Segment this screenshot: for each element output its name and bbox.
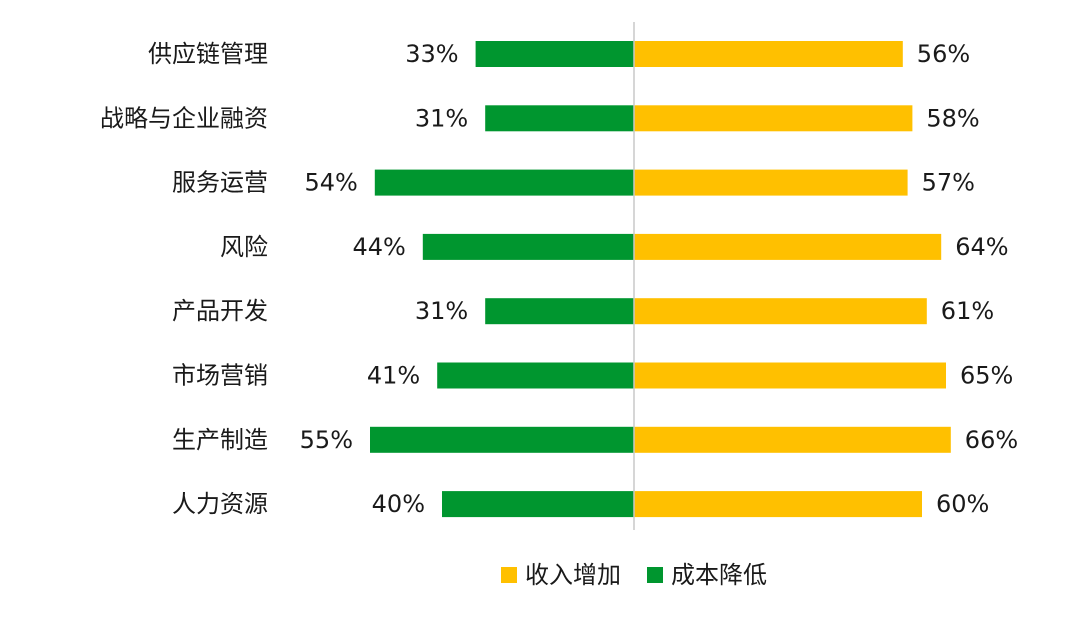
bar-cost-reduction (442, 491, 634, 518)
category-label: 生产制造 (172, 426, 268, 454)
bar-revenue-increase (634, 426, 951, 453)
labels-layer: 供应链管理 56% 33% 战略与企业融资 58% 31% 服务运营 57% 54% 风险 64% 4… (100, 40, 1018, 518)
bar-revenue-increase (634, 169, 908, 196)
data-label-cost-reduction: 31% (415, 297, 468, 325)
bar-cost-reduction (370, 426, 634, 453)
category-label: 产品开发 (172, 297, 268, 325)
data-label-cost-reduction: 33% (405, 40, 458, 68)
bar-cost-reduction (475, 41, 634, 67)
bar-revenue-increase (634, 491, 922, 518)
data-label-revenue-increase: 58% (926, 104, 979, 132)
bar-cost-reduction (437, 362, 634, 389)
category-label: 服务运营 (172, 169, 268, 197)
legend-swatch-revenue-increase (501, 567, 517, 583)
data-label-revenue-increase: 65% (960, 362, 1013, 390)
bar-revenue-increase (634, 298, 927, 325)
data-label-revenue-increase: 66% (965, 426, 1018, 454)
category-label: 风险 (220, 233, 268, 261)
category-label: 人力资源 (172, 490, 268, 518)
data-label-cost-reduction: 31% (415, 104, 468, 132)
bar-revenue-increase (634, 233, 942, 260)
category-label: 战略与企业融资 (100, 104, 268, 132)
legend: 收入增加 成本降低 (501, 561, 767, 589)
bars-layer (370, 41, 951, 518)
bar-cost-reduction (374, 169, 634, 196)
data-label-revenue-increase: 60% (936, 490, 989, 518)
data-label-revenue-increase: 57% (922, 169, 975, 197)
data-label-revenue-increase: 64% (955, 233, 1008, 261)
data-label-revenue-increase: 56% (917, 40, 970, 68)
bar-cost-reduction (485, 298, 634, 325)
data-label-cost-reduction: 54% (304, 169, 357, 197)
category-label: 市场营销 (172, 362, 268, 390)
data-label-revenue-increase: 61% (941, 297, 994, 325)
bar-cost-reduction (422, 233, 634, 260)
legend-label-revenue-increase: 收入增加 (525, 561, 621, 589)
legend-swatch-cost-reduction (647, 567, 663, 583)
bar-revenue-increase (634, 41, 903, 67)
bar-cost-reduction (485, 105, 634, 132)
bar-revenue-increase (634, 362, 946, 389)
legend-label-cost-reduction: 成本降低 (671, 561, 767, 589)
data-label-cost-reduction: 41% (367, 362, 420, 390)
data-label-cost-reduction: 44% (352, 233, 405, 261)
category-label: 供应链管理 (148, 40, 268, 68)
data-label-cost-reduction: 40% (372, 490, 425, 518)
data-label-cost-reduction: 55% (300, 426, 353, 454)
bar-revenue-increase (634, 105, 913, 132)
